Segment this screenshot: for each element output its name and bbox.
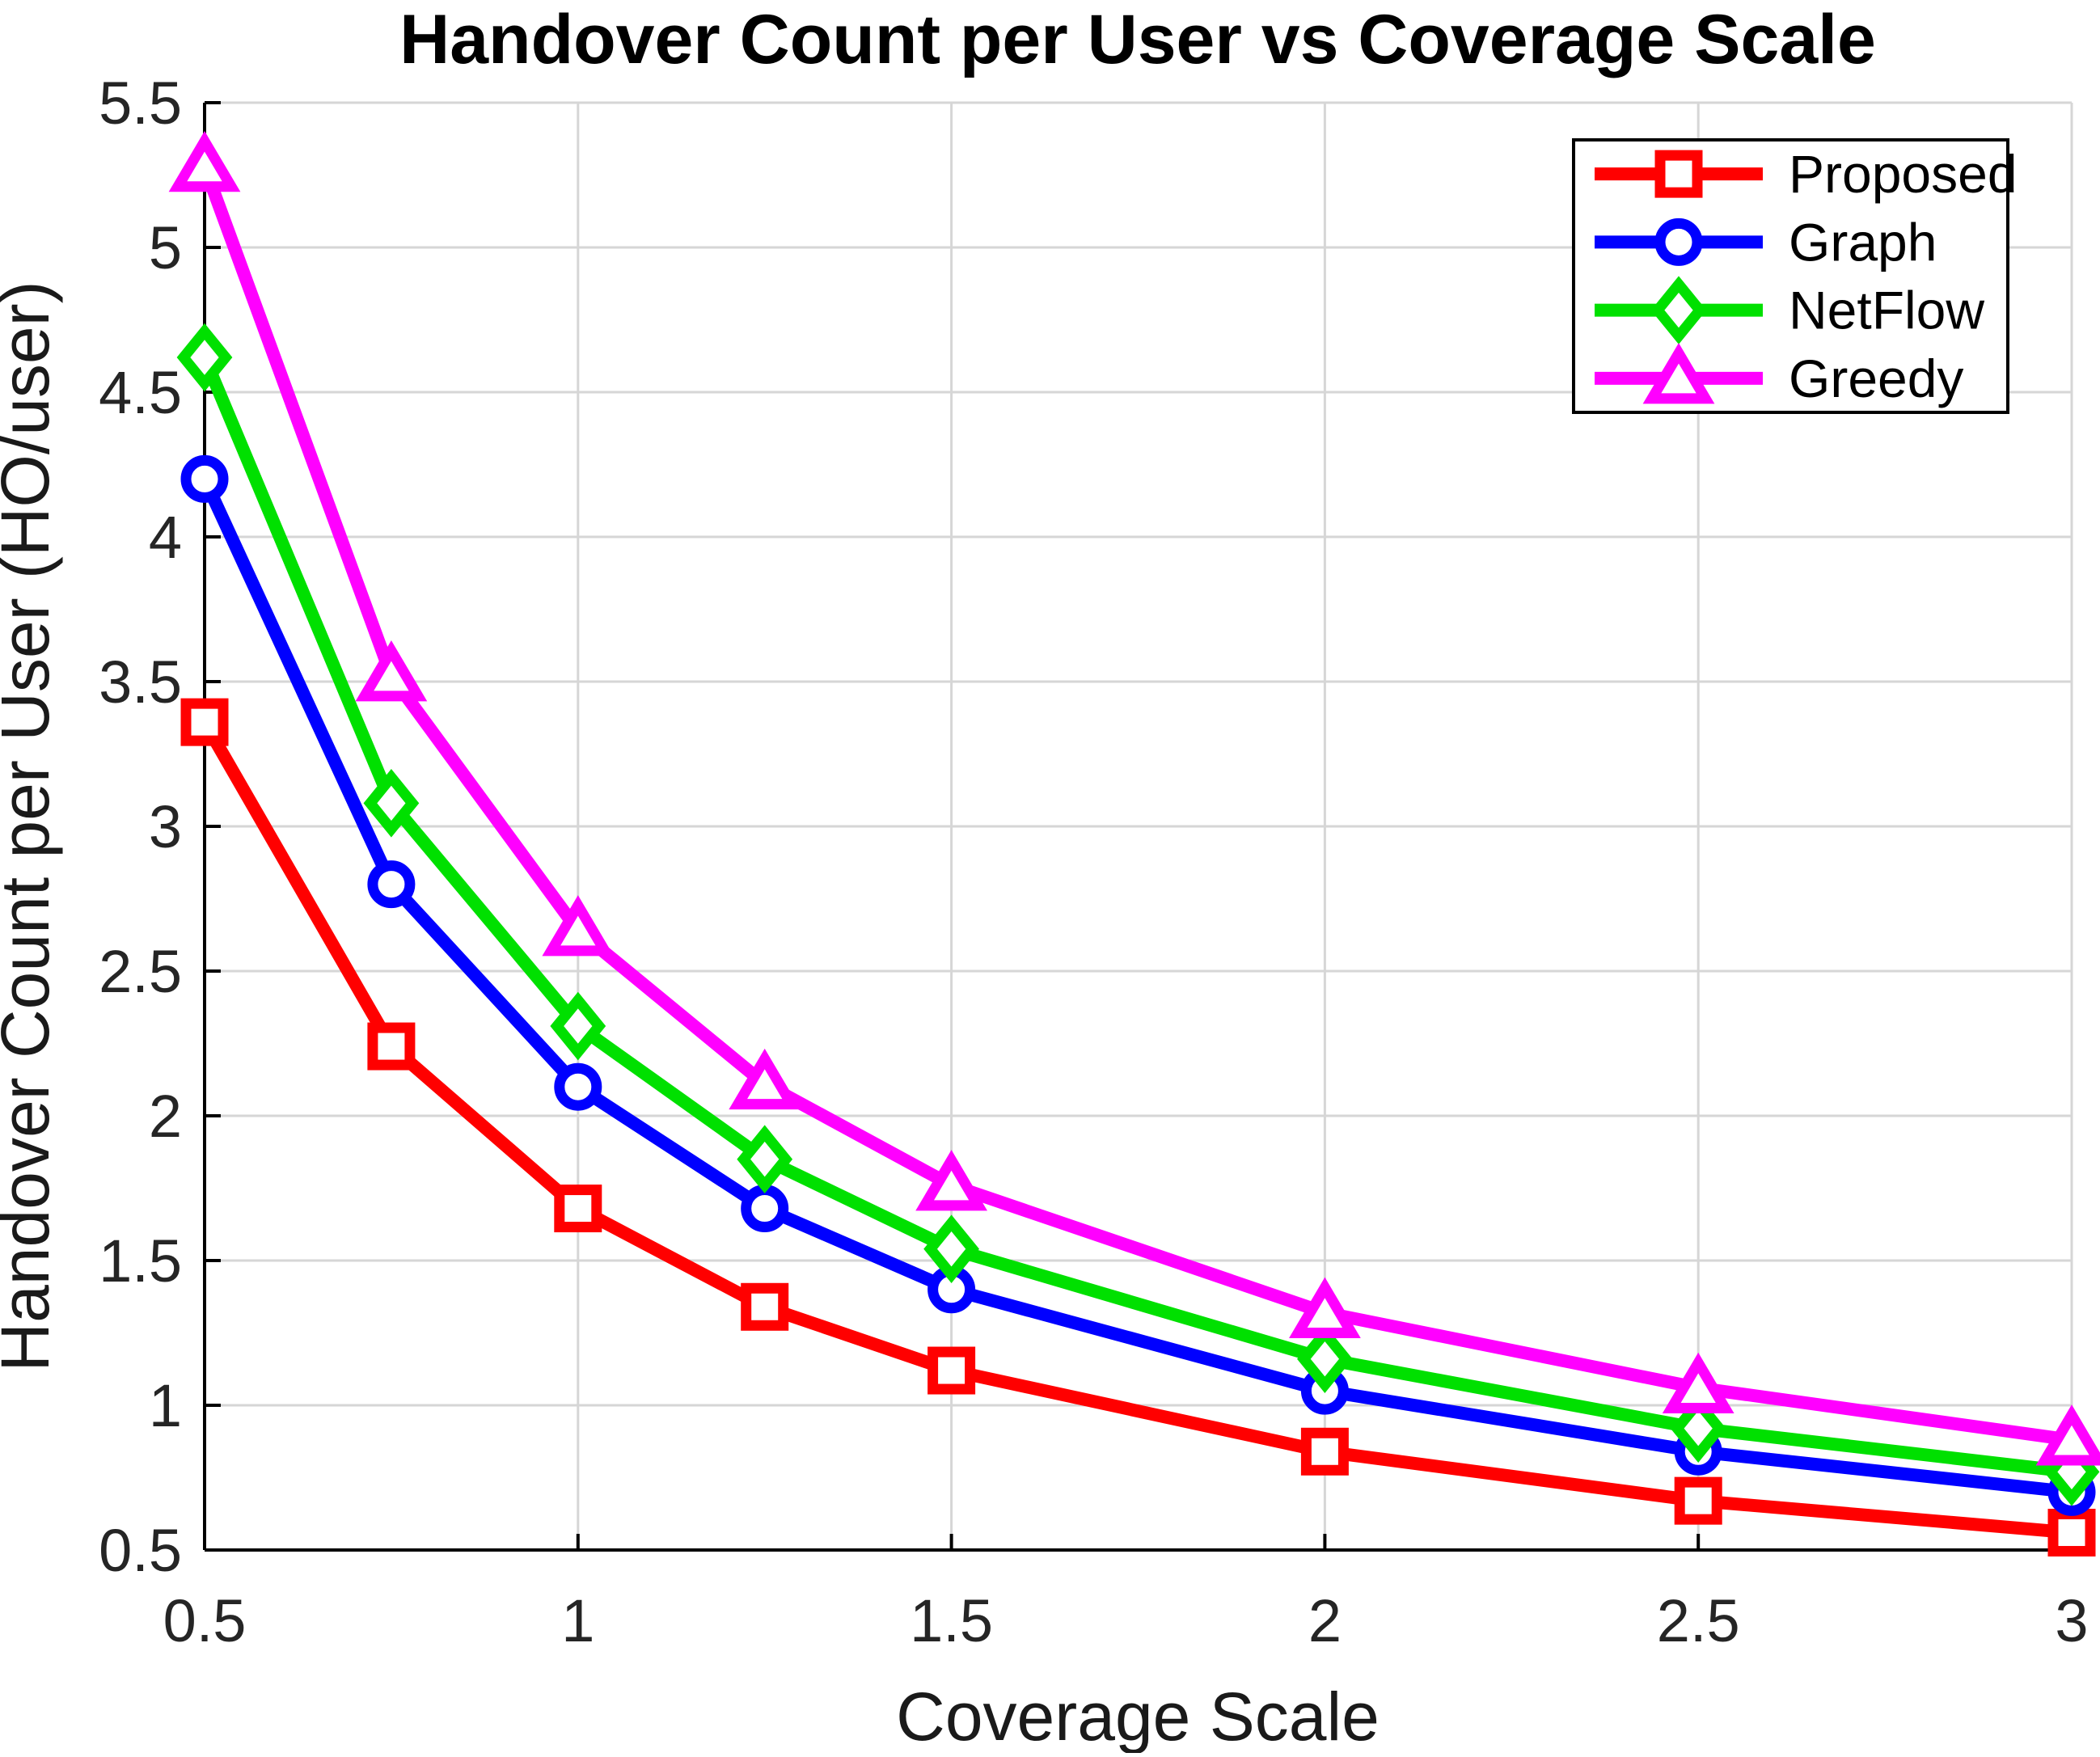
y-axis-label: Handover Count per User (HO/user) [0,281,63,1371]
marker-diamond [1297,1324,1353,1394]
gridlines [203,101,2073,1552]
marker-square [180,698,229,746]
series-graph [180,454,2096,1516]
legend-item-proposed: Proposed [1595,144,2018,204]
marker-circle [367,860,416,909]
tick-labels: 0.5 1 1.5 2 2.5 3 0.5 1 1.5 2 2.5 3 3.5 4 4.5 5 5.5 [99,70,2088,1654]
chart-title: Handover Count per User vs Coverage Scal… [399,1,1876,78]
marker-triangle [1642,343,1715,404]
marker-triangle [1662,1352,1735,1414]
x-tick-label: 1 [561,1587,594,1654]
legend-item-netflow: NetFlow [1595,276,1984,344]
marker-diamond [923,1214,979,1283]
x-tick-label: 3 [2055,1587,2088,1654]
x-tick-label: 1.5 [910,1587,993,1654]
marker-diamond [176,323,233,392]
marker-circle [554,1062,602,1111]
legend-label: NetFlow [1789,281,1984,340]
marker-square [1674,1476,1722,1525]
marker-circle [180,454,229,503]
series-line [198,472,2078,1499]
marker-diamond [363,769,420,838]
series-netflow [176,323,2100,1506]
legend: Proposed Graph NetFlow Greedy [1572,138,2018,414]
marker-square [554,1185,602,1233]
x-tick-label: 2.5 [1657,1587,1740,1654]
marker-square [1654,150,1703,198]
y-tick-label: 4 [149,504,182,571]
marker-square [367,1022,416,1071]
legend-item-greedy: Greedy [1595,343,1963,408]
series-line [198,159,2078,1447]
y-tick-label: 3 [149,793,182,860]
legend-label: Greedy [1789,348,1963,408]
legend-box [1572,138,2009,414]
marker-triangle [168,130,241,192]
legend-label: Proposed [1789,144,2018,204]
marker-square [741,1282,789,1331]
y-tick-label: 3.5 [99,648,182,716]
x-tick-label: 0.5 [163,1587,247,1654]
data-series-layer [168,130,2100,1557]
y-tick-label: 0.5 [99,1517,182,1584]
marker-circle [741,1185,789,1233]
marker-triangle [1289,1277,1361,1338]
x-tick-label: 2 [1308,1587,1342,1654]
marker-square [1300,1427,1349,1476]
marker-triangle [915,1150,987,1211]
marker-circle [1654,218,1703,266]
marker-square [927,1346,976,1395]
marker-triangle [2035,1404,2100,1466]
legend-label: Graph [1789,212,1937,272]
marker-triangle [355,640,428,702]
marker-diamond [1650,276,1707,344]
y-tick-label: 1 [149,1372,182,1439]
marker-diamond [737,1125,793,1194]
marker-diamond [1670,1394,1726,1463]
marker-triangle [729,1048,801,1110]
marker-square [2047,1509,2096,1557]
marker-diamond [550,991,606,1061]
series-line [198,716,2078,1539]
y-tick-label: 2.5 [99,938,182,1005]
y-tick-label: 5.5 [99,70,182,137]
series-greedy [168,130,2100,1466]
y-tick-label: 4.5 [99,359,182,426]
marker-triangle [542,895,615,957]
y-tick-label: 1.5 [99,1227,182,1295]
y-tick-label: 5 [149,214,182,281]
x-axis-label: Coverage Scale [896,1679,1380,1753]
series-line [198,351,2078,1479]
y-tick-label: 2 [149,1083,182,1150]
legend-item-graph: Graph [1595,212,1937,272]
series-proposed [180,698,2096,1557]
